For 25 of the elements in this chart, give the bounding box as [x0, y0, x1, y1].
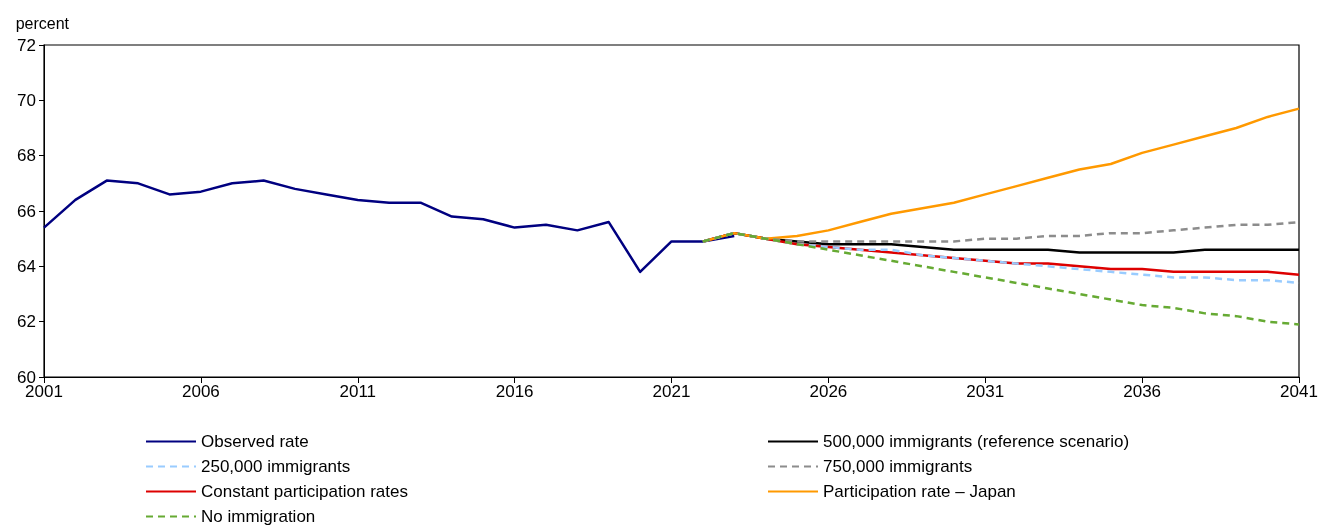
legend-label: 500,000 immigrants (reference scenario)	[823, 432, 1130, 451]
x-tick-label: 2016	[495, 382, 534, 401]
x-tick-label: 2006	[181, 382, 220, 401]
y-tick-label: 72	[17, 35, 36, 55]
y-tick-label: 68	[17, 146, 36, 166]
legend-label: 750,000 immigrants	[823, 457, 973, 476]
legend-label: Observed rate	[201, 432, 309, 451]
line-series	[42, 179, 736, 274]
x-tick-label: 2031	[966, 382, 1005, 401]
x-tick-label: 2026	[809, 382, 848, 401]
y-tick-label: 70	[17, 90, 36, 110]
y-axis-title: percent	[15, 14, 70, 32]
legend-label: Participation rate – Japan	[823, 482, 1016, 501]
legend-label: No immigration	[201, 507, 316, 526]
y-tick-label: 62	[17, 312, 36, 332]
y-tick-label: 66	[17, 201, 36, 221]
x-tick-label: 2036	[1123, 382, 1162, 401]
legend-label: Constant participation rates	[201, 482, 408, 501]
line-series	[701, 231, 1301, 326]
legend-label: 250,000 immigrants	[201, 457, 351, 476]
x-tick-label: 2041	[1280, 382, 1318, 401]
x-tick-label: 2001	[25, 382, 63, 401]
y-tick-label: 64	[17, 256, 36, 276]
x-tick-label: 2021	[652, 382, 691, 401]
x-tick-label: 2011	[339, 382, 377, 401]
